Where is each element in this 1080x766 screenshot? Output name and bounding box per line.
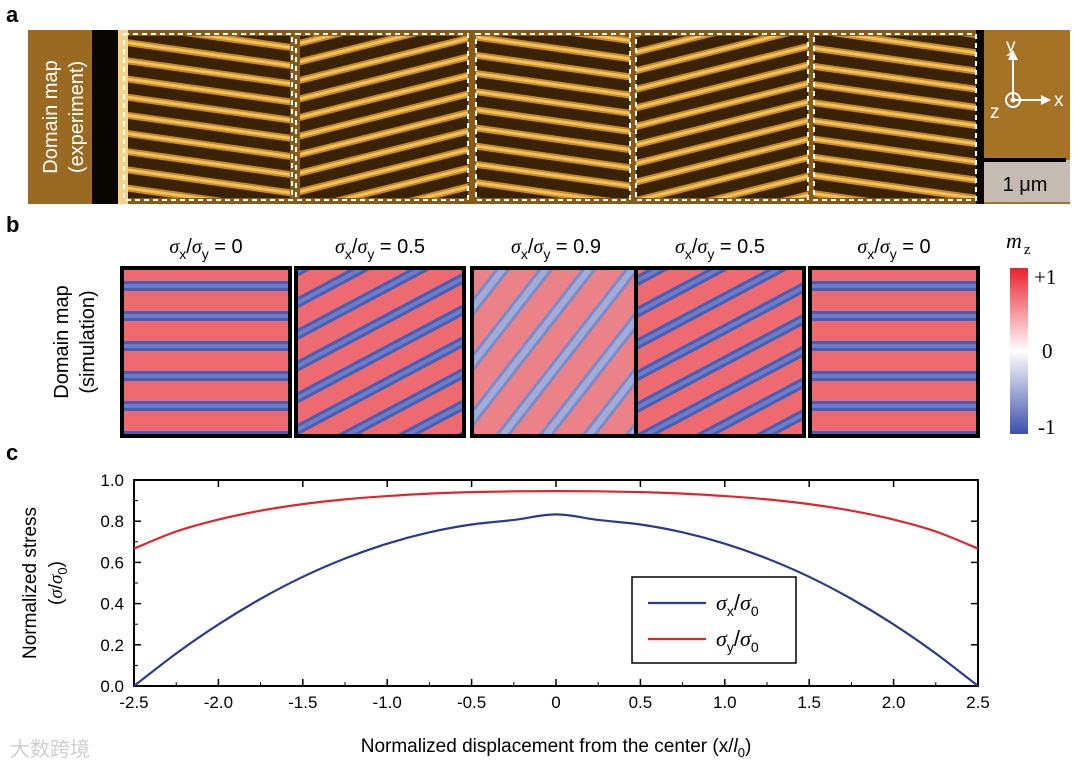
axis-x-label: x xyxy=(1054,90,1064,111)
legend: σx/σ0 σy/σ0 xyxy=(631,576,797,664)
simulation-row-label: Domain map (simulation) xyxy=(51,285,99,398)
simulation-panel-4 xyxy=(634,266,806,438)
simulation-title-1: σx/σy = 0 xyxy=(169,236,242,262)
panel-b-letter: b xyxy=(6,212,19,237)
svg-text:(simulation): (simulation) xyxy=(77,290,99,393)
svg-text:Normalized stress: Normalized stress xyxy=(20,507,41,659)
crop-box-1 xyxy=(123,33,293,201)
x-tick-label: -2.0 xyxy=(204,693,233,712)
x-tick-label: 1.5 xyxy=(797,693,821,712)
experiment-row-label: Domain map (experiment) xyxy=(40,60,88,173)
series-line-sigma-y xyxy=(133,490,979,550)
simulation-title-5: σx/σy = 0 xyxy=(857,236,930,262)
simulation-panel-3 xyxy=(470,266,642,438)
simulation-panel-2 xyxy=(294,266,466,438)
simulation-panel-5 xyxy=(808,266,980,438)
x-axis-title: Normalized displacement from the center … xyxy=(361,736,752,760)
y-tick-label: 0.0 xyxy=(100,677,124,696)
watermark: 大数跨境 xyxy=(10,738,90,761)
axis-indicator xyxy=(1005,50,1051,108)
legend-box xyxy=(631,576,797,664)
y-axis-title: Normalized stress (σ/σ0) xyxy=(20,507,70,659)
svg-text:Domain map: Domain map xyxy=(51,285,73,398)
legend-label: σy/σ0 xyxy=(716,626,759,655)
scale-bar-label: 1 μm xyxy=(1003,174,1048,196)
simulation-title-2: σx/σy = 0.5 xyxy=(335,236,425,262)
x-tick-label: 2.0 xyxy=(882,693,906,712)
y-tick-label: 0.2 xyxy=(100,636,124,655)
colorbar-max: +1 xyxy=(1034,265,1056,289)
x-tick-label: 1.0 xyxy=(713,693,737,712)
experiment-domain-map xyxy=(28,30,1070,204)
colorbar-min: -1 xyxy=(1038,415,1056,439)
crop-box-5 xyxy=(813,33,977,201)
legend-label: σx/σ0 xyxy=(716,590,759,619)
axis-y-label: y xyxy=(1006,36,1016,57)
x-tick-label: -1.5 xyxy=(288,693,317,712)
simulation-panel-1 xyxy=(120,266,292,438)
x-tick-label: -2.5 xyxy=(119,693,148,712)
svg-text:(σ/σ0): (σ/σ0) xyxy=(46,561,70,605)
x-tick-label: -1.0 xyxy=(373,693,402,712)
panel-a-letter: a xyxy=(6,2,19,27)
y-tick-label: 0.8 xyxy=(100,512,124,531)
panel-c-letter: c xyxy=(6,440,18,465)
crop-box-3 xyxy=(475,33,631,201)
x-tick-label: 0 xyxy=(551,693,560,712)
y-tick-label: 0.4 xyxy=(100,595,124,614)
stress-chart: -2.5 -2.0 -1.5 -1.0 -0.5 0 0.5 1.0 1.5 2.0 2.5 0.0 0… xyxy=(20,471,990,760)
axis-z-label: z xyxy=(990,102,1000,123)
crop-boxes xyxy=(123,33,977,201)
y-tick-label: 1.0 xyxy=(100,471,124,490)
x-tick-label: -0.5 xyxy=(457,693,486,712)
colorbar xyxy=(1010,268,1028,434)
x-tick-label: 2.5 xyxy=(966,693,990,712)
x-tick-label: 0.5 xyxy=(629,693,653,712)
scale-bar-box xyxy=(984,160,1070,202)
colorbar-mid: 0 xyxy=(1042,339,1053,363)
svg-text:Domain map: Domain map xyxy=(40,60,62,173)
svg-text:(experiment): (experiment) xyxy=(66,61,88,173)
simulation-title-4: σx/σy = 0.5 xyxy=(675,236,765,262)
crop-box-2 xyxy=(295,33,469,201)
y-tick-label: 0.6 xyxy=(100,553,124,572)
simulation-title-3: σx/σy = 0.9 xyxy=(511,236,601,262)
series-line-sigma-x xyxy=(133,513,979,687)
crop-box-4 xyxy=(635,33,809,201)
